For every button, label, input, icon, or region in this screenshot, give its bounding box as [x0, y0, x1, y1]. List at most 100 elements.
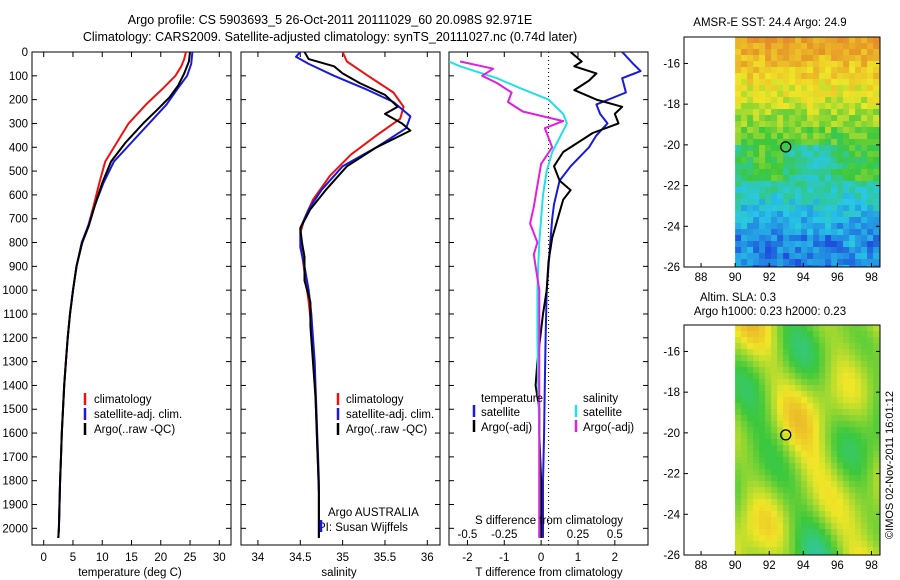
map-cell — [741, 475, 748, 482]
map-cell — [789, 235, 796, 242]
map-cell — [783, 37, 790, 44]
map-cell — [873, 187, 880, 194]
map-cell — [801, 169, 808, 176]
map-cell — [831, 139, 838, 146]
map-cell — [753, 103, 760, 110]
map-cell — [813, 541, 820, 548]
map-cell — [855, 121, 862, 128]
map-cell — [825, 169, 832, 176]
x-tick-label: 20 — [154, 552, 167, 564]
map-cell — [747, 187, 754, 194]
map-cell — [759, 67, 766, 74]
map-cell — [849, 367, 856, 374]
map-cell — [753, 157, 760, 164]
map-cell — [777, 241, 784, 248]
map-cell — [867, 91, 874, 98]
map-cell — [867, 259, 874, 266]
map-cell — [777, 109, 784, 116]
map-cell — [837, 163, 844, 170]
legend-label: satellite-adj. clim. — [346, 409, 434, 421]
map-cell — [759, 199, 766, 206]
map-cell — [783, 175, 790, 182]
map-cell — [747, 403, 754, 410]
map-cell — [753, 481, 760, 488]
map-cell — [807, 541, 814, 548]
map-cell — [831, 265, 838, 267]
salinity-series — [295, 52, 412, 538]
map-cell — [807, 163, 814, 170]
map-cell — [849, 61, 856, 68]
temperature-panel-frame — [31, 51, 232, 546]
map-cell — [801, 223, 808, 230]
map-cell — [867, 451, 874, 458]
sst-map-frame — [683, 36, 881, 268]
map-cell — [741, 253, 748, 260]
map-cell — [777, 415, 784, 422]
map-cell — [867, 439, 874, 446]
map-cell — [825, 379, 832, 386]
map-cell — [795, 487, 802, 494]
map-cell — [801, 97, 808, 104]
map-cell — [843, 43, 850, 50]
map-cell — [813, 529, 820, 536]
map-cell — [837, 415, 844, 422]
map-cell — [861, 523, 868, 530]
map-cell — [735, 55, 742, 62]
map-cell — [861, 115, 868, 122]
map-cell — [843, 169, 850, 176]
map-cell — [807, 265, 814, 267]
map-cell — [855, 133, 862, 140]
map-cell — [837, 547, 844, 554]
map-cell — [735, 331, 742, 338]
map-cell — [783, 373, 790, 380]
map-cell — [837, 385, 844, 392]
map-cell — [843, 109, 850, 116]
map-cell — [843, 541, 850, 548]
map-cell — [831, 415, 838, 422]
map-cell — [807, 223, 814, 230]
map-cell — [771, 403, 778, 410]
map-cell — [855, 253, 862, 260]
map-cell — [765, 259, 772, 266]
map-cell — [813, 427, 820, 434]
map-cell — [867, 355, 874, 362]
map-cell — [741, 151, 748, 158]
map-cell — [861, 367, 868, 374]
map-cell — [783, 145, 790, 152]
map-cell — [843, 247, 850, 254]
map-cell — [789, 241, 796, 248]
map-cell — [795, 373, 802, 380]
map-cell — [813, 97, 820, 104]
map-cell — [819, 205, 826, 212]
map-cell — [741, 415, 748, 422]
map-cell — [837, 535, 844, 542]
map-cell — [861, 493, 868, 500]
map-cell — [867, 547, 874, 554]
map-cell — [735, 487, 742, 494]
map-cell — [831, 349, 838, 356]
map-cell — [741, 457, 748, 464]
map-cell — [753, 349, 760, 356]
map-cell — [735, 121, 742, 128]
map-cell — [759, 253, 766, 260]
map-cell — [873, 337, 880, 344]
map-cell — [813, 547, 820, 554]
map-cell — [849, 517, 856, 524]
map-cell — [867, 433, 874, 440]
map-cell — [747, 331, 754, 338]
map-cell — [759, 121, 766, 128]
map-cell — [843, 127, 850, 134]
map-cell — [741, 259, 748, 266]
map-cell — [837, 469, 844, 476]
difference-series — [449, 52, 642, 538]
map-cell — [807, 157, 814, 164]
map-cell — [807, 433, 814, 440]
map-cell — [759, 259, 766, 266]
map-cell — [783, 517, 790, 524]
map-cell — [813, 517, 820, 524]
map-cell — [801, 115, 808, 122]
depth-tick-label: 1100 — [3, 309, 28, 321]
map-cell — [801, 553, 808, 555]
map-cell — [873, 325, 880, 332]
map-cell — [747, 109, 754, 116]
